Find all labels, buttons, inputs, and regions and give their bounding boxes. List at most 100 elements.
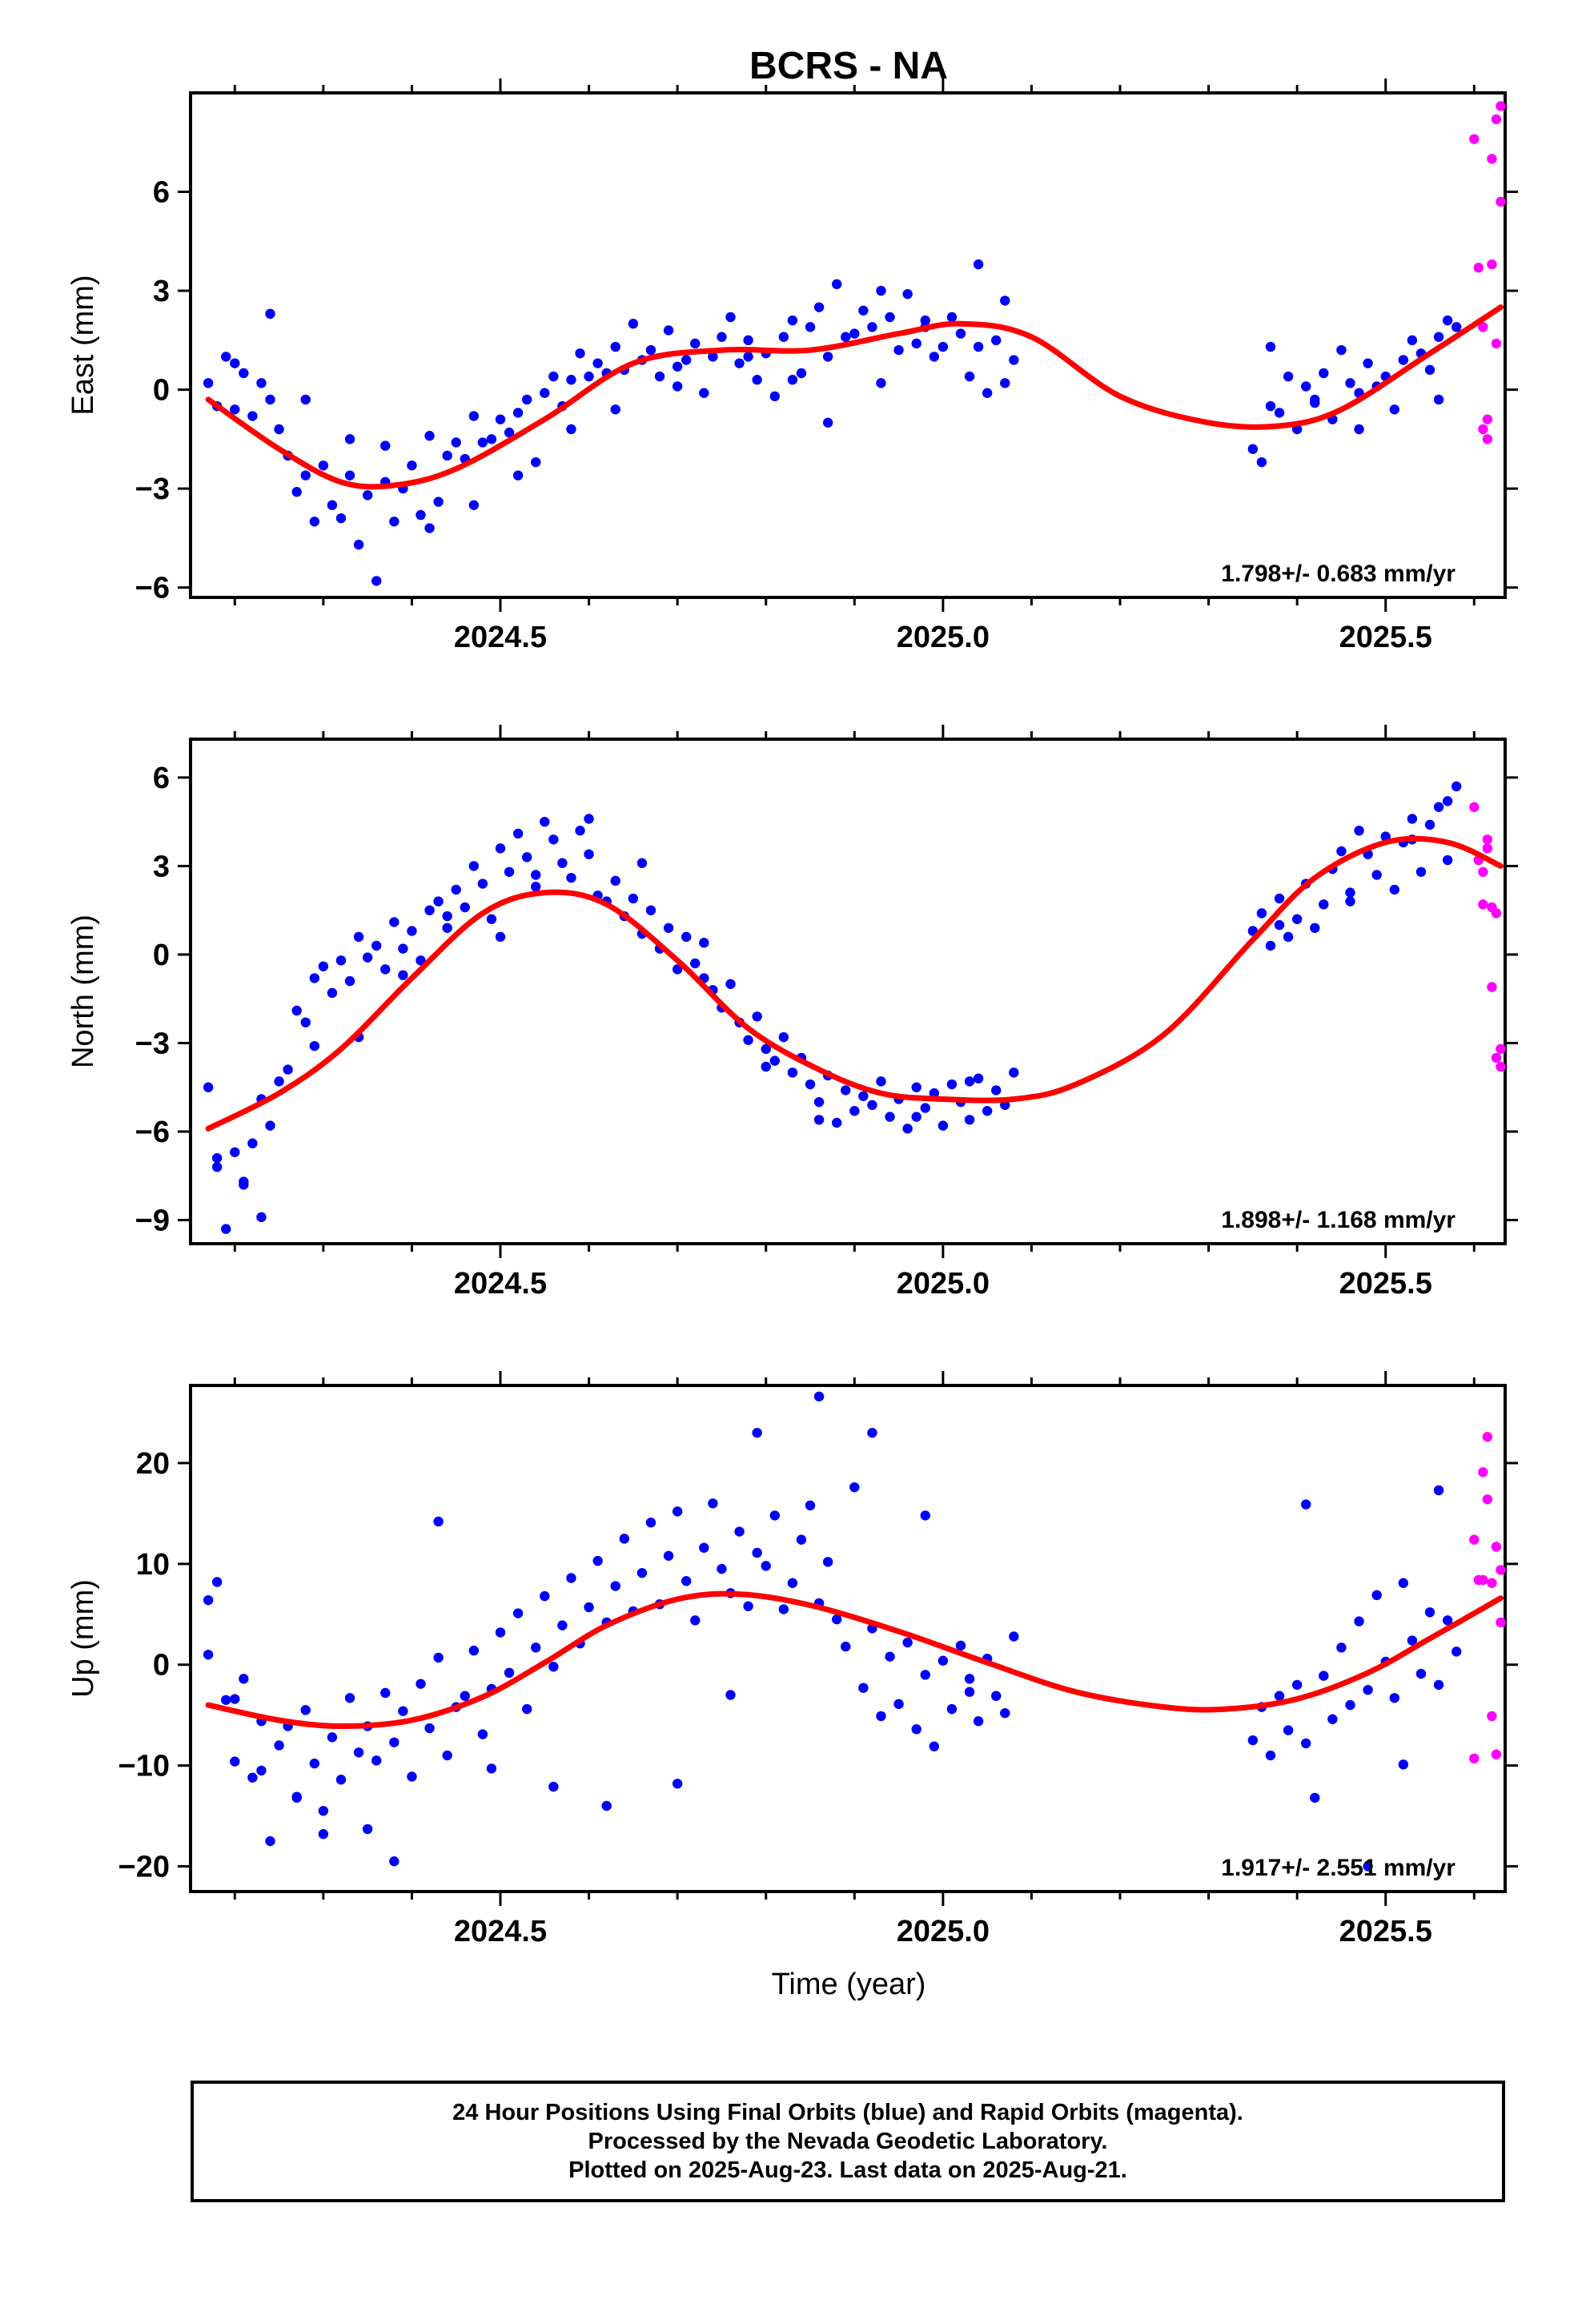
final-point xyxy=(566,1573,576,1583)
y-tick-label: −20 xyxy=(118,1851,170,1884)
final-point xyxy=(592,358,603,368)
y-tick-label: −6 xyxy=(135,572,170,605)
rapid-point xyxy=(1491,908,1502,919)
rapid-point xyxy=(1478,866,1488,877)
final-point xyxy=(1247,1735,1259,1746)
y-tick-label: −3 xyxy=(135,472,170,506)
y-axis-label: Up (mm) xyxy=(66,1579,100,1698)
final-point xyxy=(211,1577,223,1587)
final-point xyxy=(512,1608,524,1618)
final-point xyxy=(1442,796,1453,806)
final-point xyxy=(761,1561,771,1571)
final-point xyxy=(672,381,683,392)
final-point xyxy=(787,375,798,385)
final-point xyxy=(291,487,302,497)
final-point xyxy=(1000,378,1010,388)
final-point xyxy=(531,456,541,468)
final-point xyxy=(690,1615,701,1626)
y-tick-label: −6 xyxy=(135,1116,170,1149)
final-point xyxy=(335,513,347,524)
final-point xyxy=(344,434,355,444)
y-tick-label: −10 xyxy=(118,1750,170,1783)
final-point xyxy=(1000,1707,1010,1719)
final-point xyxy=(1433,1485,1444,1496)
final-point xyxy=(300,470,311,480)
rapid-point xyxy=(1478,1574,1488,1586)
final-point xyxy=(274,1076,284,1087)
final-point xyxy=(778,1031,789,1043)
final-point xyxy=(964,1674,975,1684)
final-point xyxy=(858,1091,869,1101)
final-point xyxy=(743,1601,753,1611)
final-point xyxy=(1283,931,1294,943)
final-point xyxy=(1310,1792,1320,1803)
y-tick-label: 0 xyxy=(153,1649,170,1683)
final-point xyxy=(876,1711,886,1722)
final-point xyxy=(973,259,984,270)
final-point xyxy=(885,1112,895,1122)
final-point xyxy=(1274,1691,1285,1701)
x-axis-label: Time (year) xyxy=(772,1968,926,2001)
x-tick-label: 2024.5 xyxy=(454,1267,547,1301)
final-point xyxy=(663,1550,674,1561)
final-point xyxy=(867,1427,877,1438)
rapid-point xyxy=(1496,1565,1506,1575)
rapid-point xyxy=(1487,154,1497,164)
final-point xyxy=(584,814,594,824)
final-point xyxy=(468,1645,480,1656)
final-point xyxy=(557,1620,568,1630)
y-tick-label: 20 xyxy=(136,1447,170,1481)
final-point xyxy=(973,341,984,352)
final-point xyxy=(362,1823,373,1835)
final-point xyxy=(955,328,966,339)
final-point xyxy=(442,450,452,461)
rapid-point xyxy=(1487,1711,1497,1722)
y-tick-label: 6 xyxy=(153,762,170,795)
final-point xyxy=(247,1772,258,1783)
final-point xyxy=(531,1642,541,1653)
y-tick-label: −9 xyxy=(135,1204,170,1238)
final-point xyxy=(211,1162,223,1172)
final-point xyxy=(619,1534,630,1544)
final-point xyxy=(557,858,568,868)
final-point xyxy=(521,1703,532,1715)
final-point xyxy=(389,917,400,927)
final-point xyxy=(672,1779,683,1789)
final-point xyxy=(725,1690,736,1700)
final-point xyxy=(902,1124,913,1134)
final-point xyxy=(867,1100,877,1111)
final-point xyxy=(512,470,524,480)
final-point xyxy=(1345,896,1355,907)
final-point xyxy=(1327,1714,1338,1724)
final-point xyxy=(477,1729,488,1739)
final-point xyxy=(1433,1679,1444,1691)
final-point xyxy=(265,1120,275,1131)
final-point xyxy=(256,1765,267,1776)
rapid-point xyxy=(1496,1617,1506,1628)
final-point xyxy=(416,509,426,521)
final-point xyxy=(991,1691,1002,1701)
final-point xyxy=(531,870,541,880)
final-point xyxy=(1345,1699,1355,1711)
final-point xyxy=(699,388,709,398)
y-tick-label: 0 xyxy=(153,374,170,408)
rapid-point xyxy=(1491,114,1502,125)
final-point xyxy=(982,388,993,398)
y-tick-label: −3 xyxy=(135,1027,170,1060)
final-point xyxy=(920,315,930,326)
x-tick-label: 2025.5 xyxy=(1339,621,1432,654)
final-point xyxy=(1398,1578,1409,1588)
final-point xyxy=(1389,884,1399,895)
final-point xyxy=(645,905,656,915)
final-point xyxy=(575,348,585,359)
final-point xyxy=(796,1534,807,1545)
final-point xyxy=(1442,315,1453,326)
final-point xyxy=(477,437,488,448)
trend-fit-curve xyxy=(205,304,1504,490)
final-point xyxy=(1451,1647,1462,1657)
final-point xyxy=(787,315,798,326)
final-point xyxy=(1424,364,1435,376)
final-point xyxy=(645,1518,656,1528)
final-point xyxy=(858,305,869,316)
final-point xyxy=(575,826,585,836)
